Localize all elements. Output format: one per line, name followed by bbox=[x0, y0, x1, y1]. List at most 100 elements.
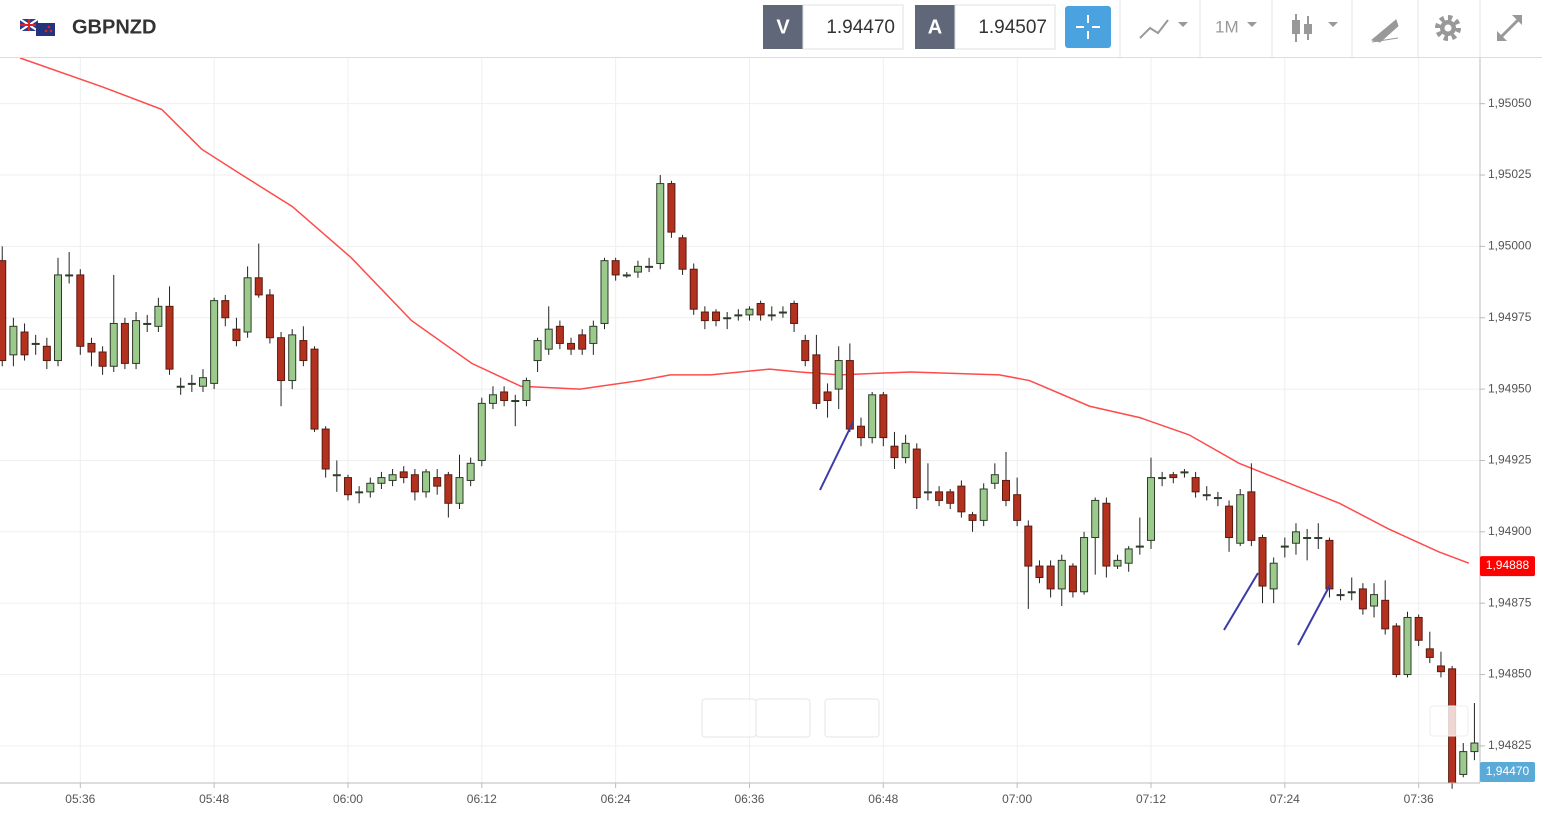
candle-body bbox=[1303, 537, 1312, 540]
candle-body bbox=[198, 377, 207, 387]
candle-body bbox=[1024, 525, 1033, 567]
candle-body bbox=[1325, 539, 1334, 590]
candle-body bbox=[332, 474, 341, 477]
candle-body bbox=[1102, 502, 1111, 567]
candle-body bbox=[310, 348, 319, 430]
candle-body bbox=[1124, 548, 1133, 564]
crosshair-button[interactable] bbox=[1065, 6, 1111, 48]
candle-body bbox=[1146, 477, 1155, 541]
flag-icon bbox=[19, 18, 55, 36]
moving-average bbox=[19, 57, 1470, 564]
candle-body bbox=[87, 342, 96, 353]
candle-body bbox=[645, 265, 654, 268]
axes: 1,94825 1,94850 1,94875 1,94900 1,94925 1,949… bbox=[65, 96, 1535, 806]
candle-body bbox=[1459, 751, 1468, 775]
candle-body bbox=[589, 325, 598, 344]
candle-body bbox=[912, 448, 921, 499]
moving-average-layer bbox=[19, 57, 1470, 564]
candle-body bbox=[98, 351, 107, 367]
overlay-button[interactable] bbox=[1429, 705, 1469, 737]
candle-body bbox=[1035, 565, 1044, 578]
candle-body bbox=[1158, 477, 1167, 480]
candle-body bbox=[823, 391, 832, 402]
y-tick-label: 1,95000 bbox=[1488, 239, 1532, 253]
candle-body bbox=[399, 471, 408, 479]
trend-line bbox=[819, 421, 854, 491]
bid-box[interactable] bbox=[802, 4, 904, 50]
candle-body bbox=[778, 311, 787, 314]
trend-line bbox=[1223, 572, 1259, 631]
candle-body bbox=[879, 394, 888, 439]
candle-body bbox=[477, 402, 486, 461]
candle-body bbox=[734, 314, 743, 317]
candle-body bbox=[678, 237, 687, 270]
fullscreen-button[interactable] bbox=[1497, 15, 1522, 41]
y-tick-label: 1,94875 bbox=[1488, 595, 1532, 609]
candle-body bbox=[990, 474, 999, 484]
candle-body bbox=[1202, 494, 1211, 497]
bid-price: 1.94470 bbox=[826, 17, 895, 38]
y-tick-label: 1,94825 bbox=[1488, 738, 1532, 752]
candle-body bbox=[633, 265, 642, 273]
candle-body bbox=[165, 305, 174, 370]
candle-body bbox=[723, 317, 732, 320]
candle-body bbox=[143, 322, 152, 325]
candle-body bbox=[700, 311, 709, 322]
candle-body bbox=[756, 302, 765, 316]
candle-body bbox=[667, 183, 676, 233]
ask-box[interactable] bbox=[954, 4, 1056, 50]
candle-body bbox=[0, 260, 7, 362]
drawing-tool-button[interactable] bbox=[1370, 19, 1399, 43]
x-tick-label: 05:36 bbox=[65, 792, 95, 806]
candle-body bbox=[1269, 562, 1278, 590]
ask-label: A bbox=[928, 16, 942, 38]
candle-body bbox=[1169, 474, 1178, 479]
overlay-button[interactable] bbox=[755, 698, 811, 738]
settings-button[interactable] bbox=[1435, 15, 1461, 41]
candle-body bbox=[1080, 537, 1089, 593]
x-tick-label: 06:24 bbox=[601, 792, 631, 806]
x-tick-label: 07:00 bbox=[1002, 792, 1032, 806]
candle-body bbox=[120, 322, 129, 364]
crosshair-icon bbox=[1076, 15, 1100, 39]
candle-body bbox=[767, 314, 776, 317]
candle-body bbox=[1258, 537, 1267, 587]
candle-body bbox=[1225, 505, 1234, 539]
candle-body bbox=[410, 474, 419, 493]
x-tick-label: 07:12 bbox=[1136, 792, 1166, 806]
candle-body bbox=[1068, 565, 1077, 593]
overlay-button[interactable] bbox=[701, 698, 757, 738]
candle-body bbox=[845, 360, 854, 430]
candle-body bbox=[957, 485, 966, 513]
candle-body bbox=[834, 360, 843, 390]
candle-body bbox=[578, 334, 587, 350]
x-tick-label: 05:48 bbox=[199, 792, 229, 806]
overlay-button[interactable] bbox=[824, 698, 880, 738]
candle-body bbox=[221, 300, 230, 319]
y-tick-label: 1,95025 bbox=[1488, 167, 1532, 181]
candle-type-button[interactable] bbox=[1292, 14, 1338, 42]
candle-body bbox=[745, 308, 754, 316]
candle-body bbox=[946, 491, 955, 504]
candle-body bbox=[243, 277, 252, 333]
timeframe[interactable]: 1M bbox=[1215, 17, 1239, 36]
candle-body bbox=[868, 394, 877, 439]
candle-body bbox=[343, 477, 352, 496]
candle-body bbox=[656, 183, 665, 265]
candle-body bbox=[355, 491, 364, 494]
timeframe-caret bbox=[1247, 22, 1257, 27]
candle-body bbox=[923, 491, 932, 494]
y-tick-label: 1,94950 bbox=[1488, 381, 1532, 395]
candle-body bbox=[1113, 559, 1122, 567]
candle-body bbox=[1425, 648, 1434, 658]
chart-type-button[interactable] bbox=[1139, 19, 1188, 39]
y-tick-label: 1,94850 bbox=[1488, 667, 1532, 681]
candle-body bbox=[388, 474, 397, 481]
candle-body bbox=[377, 477, 386, 484]
candle-body bbox=[466, 462, 475, 481]
candle-body bbox=[1191, 477, 1200, 493]
candle-body bbox=[533, 340, 542, 362]
candle-body bbox=[444, 474, 453, 504]
